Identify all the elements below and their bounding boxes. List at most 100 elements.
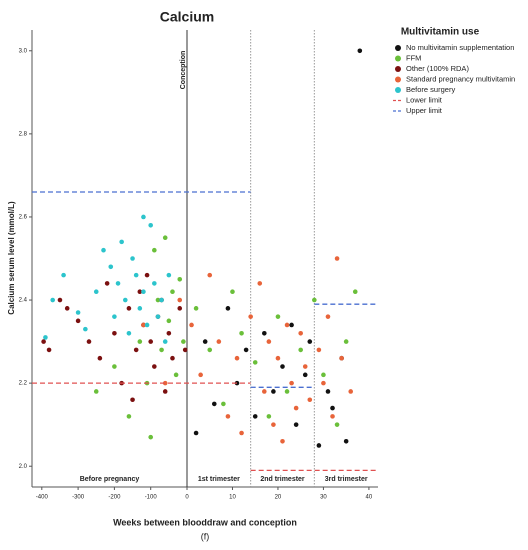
data-point [330, 405, 335, 411]
legend-label: No multivitamin supplementation [406, 43, 514, 52]
data-point [162, 380, 168, 386]
data-point [166, 330, 172, 336]
data-point [148, 434, 154, 440]
data-point [41, 339, 46, 344]
data-point [159, 297, 164, 303]
data-point [193, 430, 199, 436]
data-point [162, 389, 168, 394]
chart-title: Calcium [160, 9, 214, 25]
data-point [339, 355, 344, 361]
data-point [141, 214, 146, 220]
data-point [133, 347, 139, 353]
data-point [86, 339, 92, 344]
legend-label: Standard pregnancy multivitamin [406, 74, 515, 83]
data-point [162, 235, 168, 241]
data-point [298, 347, 303, 353]
data-point [130, 256, 135, 261]
x-tick-label: -100 [145, 495, 158, 501]
region-label: Before pregnancy [80, 476, 140, 483]
data-point [225, 306, 231, 311]
data-point [126, 330, 132, 336]
data-point [126, 306, 132, 311]
data-point [198, 372, 203, 378]
data-point [334, 256, 340, 261]
y-tick-label: 2.6 [19, 215, 28, 221]
x-tick-label: 10 [229, 495, 236, 501]
data-point [325, 389, 331, 394]
data-point [126, 414, 132, 419]
data-point [352, 289, 358, 295]
data-point [325, 314, 331, 319]
data-point [266, 339, 272, 344]
data-point [271, 389, 276, 394]
data-point [207, 347, 213, 353]
data-point [144, 322, 150, 328]
data-point [61, 272, 66, 278]
data-point [252, 414, 258, 419]
legend-title: Multivitamin use [401, 27, 480, 38]
data-point [239, 330, 244, 336]
data-point [137, 339, 143, 344]
x-tick-label: 30 [320, 495, 327, 501]
data-point [321, 372, 326, 378]
data-point [177, 276, 183, 282]
data-point [343, 439, 349, 444]
data-point [115, 281, 121, 286]
data-point [225, 414, 231, 419]
data-point [357, 48, 363, 54]
data-point [302, 372, 308, 378]
data-point [152, 364, 157, 369]
x-tick-label: -400 [36, 495, 49, 501]
x-axis-label: Weeks between blooddraw and conception [113, 517, 297, 527]
region-label: 3rd trimester [325, 476, 368, 483]
data-point [170, 355, 175, 361]
data-point [112, 364, 117, 369]
y-tick-label: 2.4 [19, 298, 28, 304]
data-point [141, 289, 146, 295]
legend-label: Other (100% RDA) [406, 64, 469, 73]
data-point [64, 306, 70, 311]
legend-label: Before surgery [406, 85, 455, 94]
data-point [93, 389, 99, 394]
data-point [108, 264, 114, 270]
vertical-line-label: Conception [180, 51, 187, 90]
data-point [177, 306, 183, 311]
data-point [101, 247, 106, 253]
data-point [137, 306, 143, 311]
y-axis-label: Calcium serum level (mmol/L) [7, 201, 16, 315]
data-point [112, 314, 117, 319]
data-point [275, 314, 281, 319]
x-tick-label: 0 [185, 495, 189, 501]
data-point [289, 322, 294, 328]
data-point [155, 297, 161, 303]
data-point [248, 314, 253, 319]
data-point [152, 281, 157, 286]
data-point [280, 364, 285, 369]
data-point [211, 401, 217, 407]
data-point [166, 318, 172, 324]
data-point [234, 380, 240, 386]
region-label: 1st trimester [198, 476, 240, 483]
data-point [230, 289, 235, 295]
data-point [144, 272, 150, 278]
data-point [284, 322, 290, 328]
data-point [162, 339, 168, 344]
data-point [216, 339, 222, 344]
data-point [316, 347, 322, 353]
x-tick-label: -200 [108, 495, 121, 501]
data-point [133, 272, 139, 278]
legend-label: Upper limit [406, 106, 443, 115]
y-tick-label: 2.2 [19, 381, 28, 387]
x-tick-label: 20 [275, 495, 282, 501]
data-point [348, 389, 354, 394]
data-point [141, 322, 146, 328]
y-tick-label: 3.0 [19, 48, 28, 54]
legend-label: FFM [406, 53, 421, 62]
data-point [97, 355, 103, 361]
data-point [321, 380, 326, 386]
data-point [193, 306, 199, 311]
data-point [298, 330, 303, 336]
data-point [221, 401, 226, 407]
data-point [243, 347, 249, 353]
